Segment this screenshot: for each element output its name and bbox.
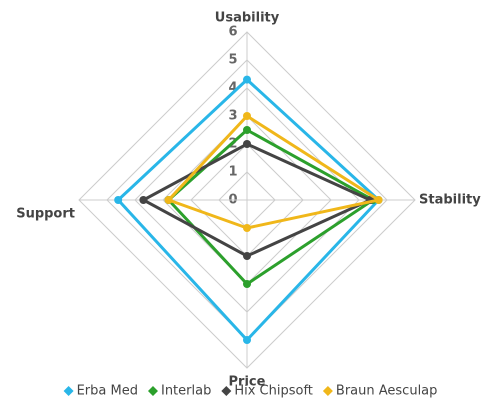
legend-item: Erba Med [63, 384, 138, 399]
point [243, 112, 251, 120]
point [243, 224, 251, 232]
point [243, 336, 251, 344]
axis-label: Support [16, 207, 75, 222]
legend-marker [63, 386, 74, 396]
legend-marker [221, 386, 232, 396]
legend-item: Braun Aesculap [322, 384, 438, 399]
legend-label: Hix Chipsoft [234, 384, 313, 399]
point [243, 140, 251, 148]
r-tick-label: 6 [228, 25, 237, 40]
legend-marker [147, 386, 158, 396]
legend-marker [322, 386, 333, 396]
point [243, 126, 251, 134]
axis-label: Price [229, 375, 266, 390]
point [243, 280, 251, 288]
point [164, 196, 173, 204]
r-tick-label: 1 [228, 165, 237, 180]
legend-label: Braun Aesculap [336, 384, 438, 399]
r-tick-label: 5 [228, 53, 237, 68]
legend-label: Erba Med [77, 384, 138, 399]
legend: Erba Med Interlab Hix Chipsoft Braun Aescul… [63, 384, 438, 399]
axis-label: Usability [215, 11, 280, 26]
legend-label: Interlab [161, 384, 211, 399]
point [139, 196, 148, 204]
r-tick-label: 4 [228, 81, 237, 96]
point [114, 196, 123, 204]
point [243, 252, 251, 260]
legend-item: Hix Chipsoft [221, 384, 313, 399]
point [243, 75, 251, 84]
r-tick-label: 3 [228, 109, 237, 124]
legend-item: Interlab [147, 384, 211, 399]
point [374, 196, 383, 204]
axis-label: Stability [419, 193, 481, 208]
